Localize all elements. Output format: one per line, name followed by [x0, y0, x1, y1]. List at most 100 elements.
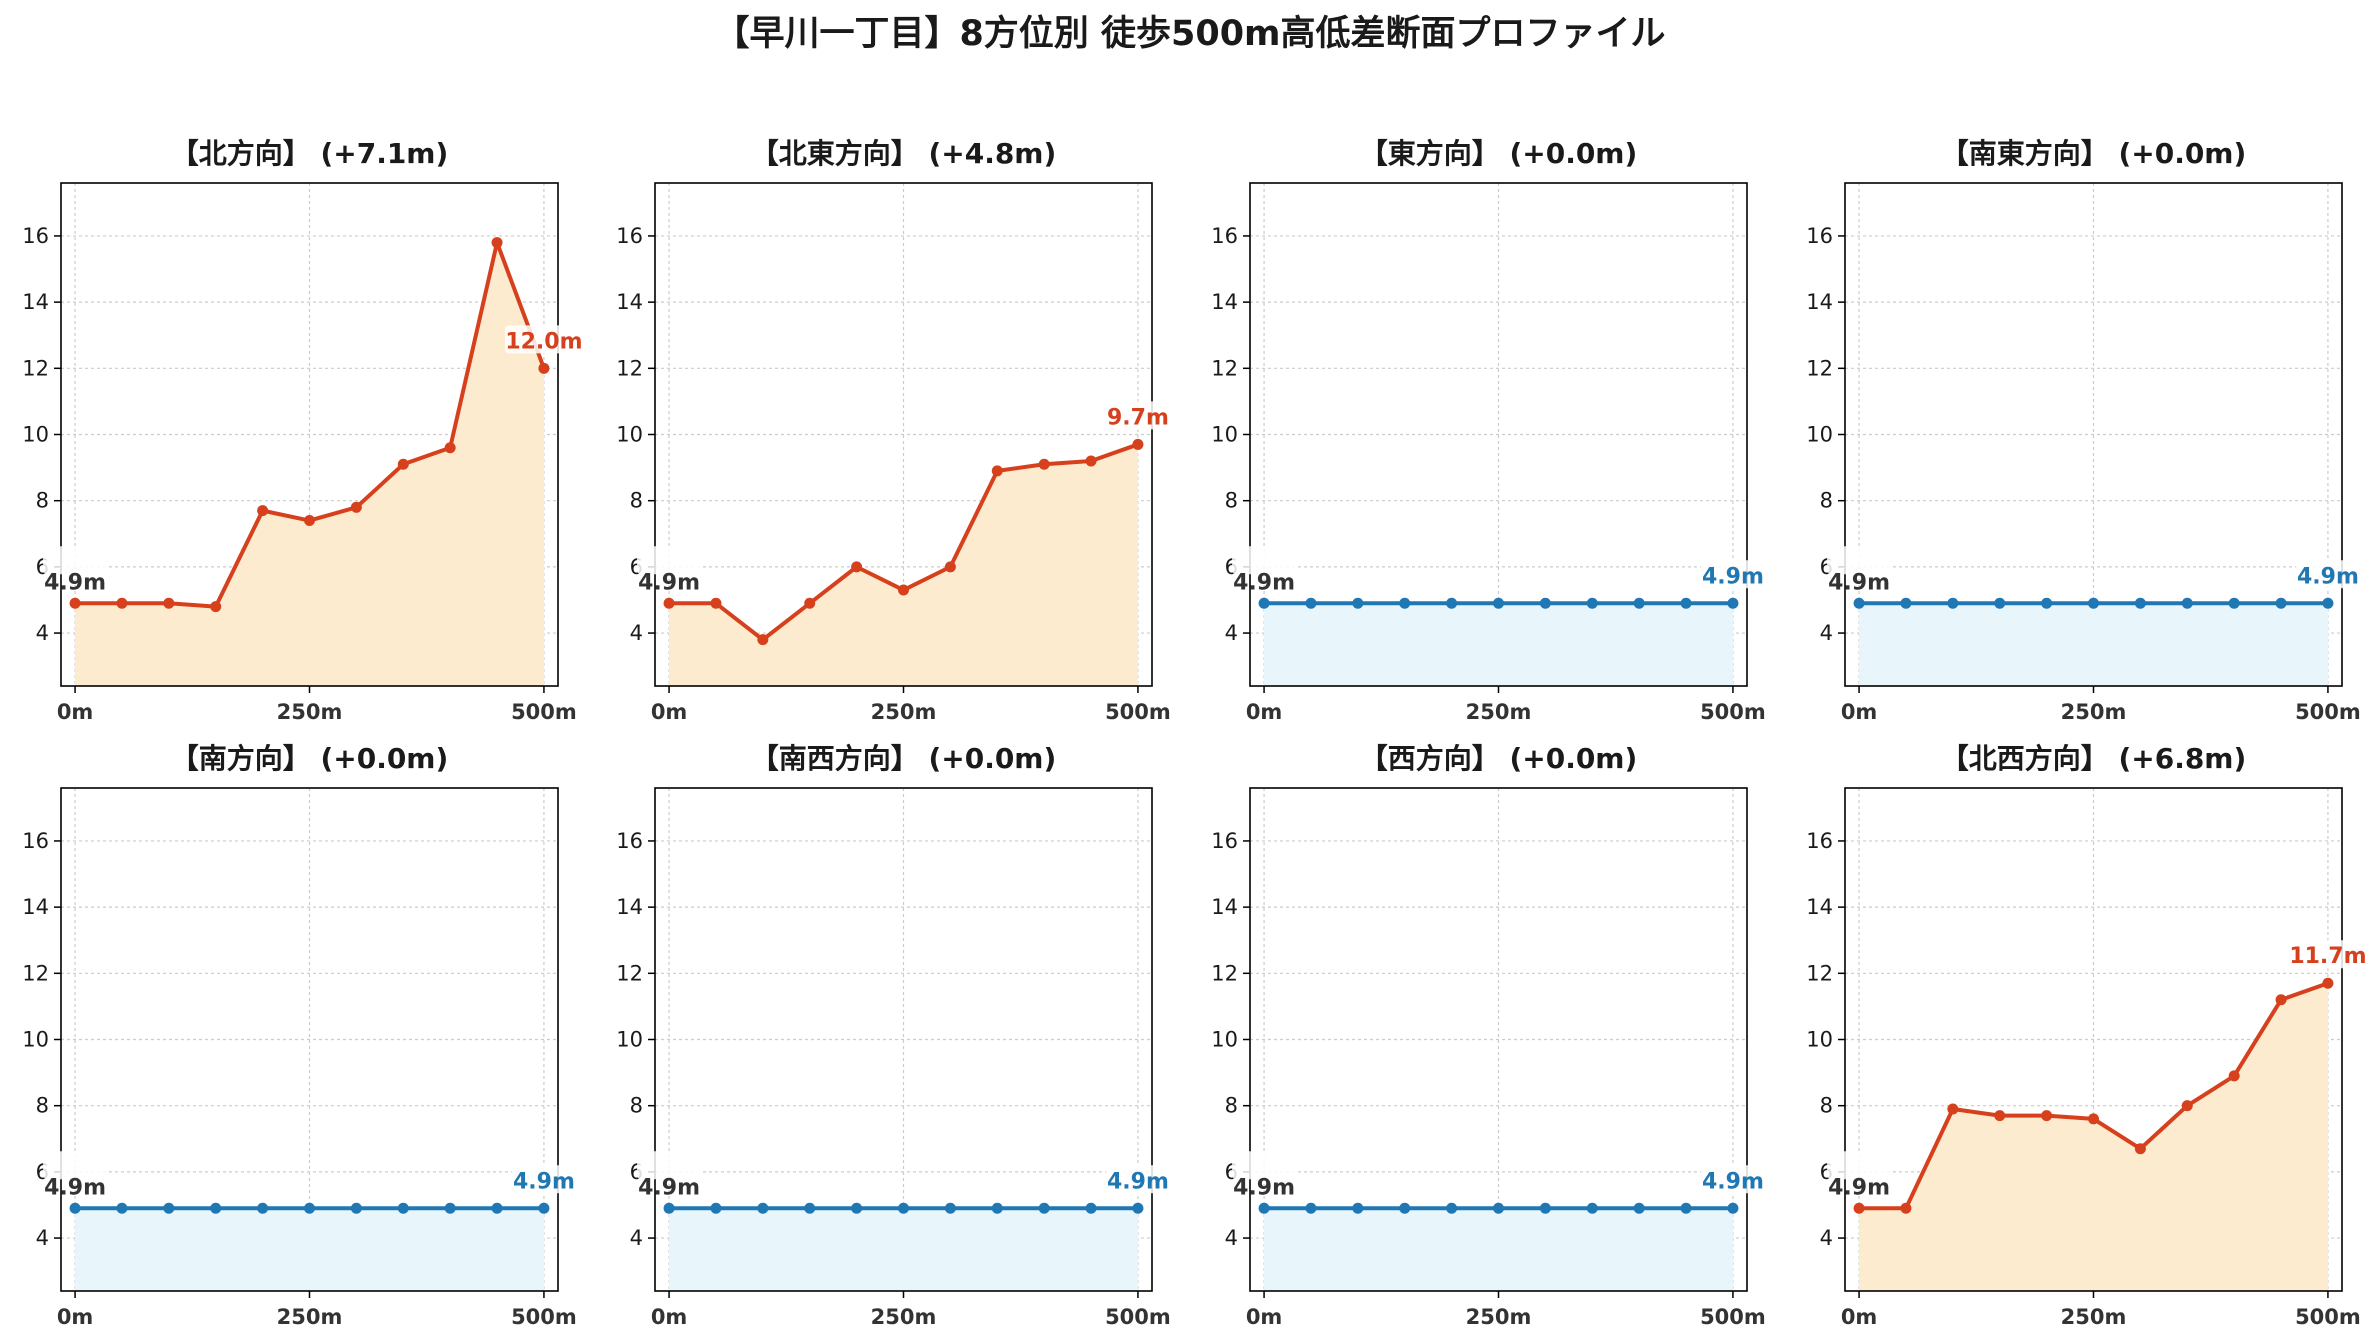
y-tick-label: 8 — [1820, 1094, 1833, 1118]
data-point — [163, 597, 175, 609]
x-tick-label: 0m — [1246, 700, 1283, 724]
start-label-box — [43, 546, 108, 575]
data-point — [1633, 1202, 1645, 1214]
end-label-box — [1700, 1165, 1765, 1194]
data-point — [69, 597, 81, 609]
x-tick-label: 250m — [277, 700, 343, 724]
data-point — [2181, 1100, 2193, 1112]
x-tick-label: 500m — [1105, 700, 1171, 724]
start-label-box — [1827, 1151, 1892, 1180]
end-label-box — [2295, 560, 2360, 589]
data-point — [1132, 1202, 1144, 1214]
data-point — [851, 561, 863, 573]
data-point — [350, 501, 362, 513]
data-point — [1853, 597, 1865, 609]
data-point — [538, 1202, 550, 1214]
panel-title: 【南西方向】 (+0.0m) — [751, 742, 1057, 775]
y-tick-label: 12 — [1806, 356, 1833, 380]
panel-title: 【東方向】 (+0.0m) — [1360, 137, 1638, 170]
data-point — [757, 1202, 769, 1214]
x-tick-label: 0m — [57, 1305, 94, 1329]
y-tick-label: 4 — [630, 621, 643, 645]
panel-title: 【西方向】 (+0.0m) — [1360, 742, 1638, 775]
y-tick-label: 10 — [1806, 423, 1833, 447]
data-point — [1727, 1202, 1739, 1214]
area-fill — [669, 1208, 1138, 1291]
end-label-box — [511, 1165, 576, 1194]
data-point — [2181, 597, 2193, 609]
data-point — [663, 597, 675, 609]
data-point — [304, 1202, 315, 1214]
x-tick-label: 0m — [651, 1305, 688, 1329]
y-tick-label: 14 — [1806, 290, 1833, 314]
area-fill — [75, 242, 544, 686]
y-tick-label: 4 — [1820, 1226, 1833, 1250]
end-value-label: 12.0m — [505, 329, 582, 354]
start-value-label: 4.9m — [638, 570, 700, 595]
y-tick-label: 12 — [1211, 356, 1238, 380]
data-point — [210, 601, 222, 613]
start-value-label: 4.9m — [44, 1175, 106, 1200]
x-tick-label: 500m — [511, 700, 577, 724]
y-tick-label: 16 — [616, 829, 643, 853]
x-tick-label: 250m — [871, 1305, 937, 1329]
data-point — [1305, 1202, 1317, 1214]
end-value-label: 4.9m — [2297, 564, 2359, 589]
data-point — [397, 458, 409, 470]
data-point — [69, 1202, 81, 1214]
data-point — [804, 1202, 816, 1214]
x-tick-label: 0m — [651, 700, 688, 724]
data-point — [1727, 597, 1739, 609]
start-label-box — [43, 1151, 108, 1180]
data-point — [1352, 1202, 1364, 1214]
y-tick-label: 8 — [1225, 489, 1238, 513]
y-tick-label: 14 — [22, 290, 49, 314]
data-point — [2088, 1113, 2099, 1125]
x-tick-label: 250m — [1466, 700, 1532, 724]
y-tick-label: 16 — [1806, 224, 1833, 248]
area-fill — [75, 1208, 544, 1291]
data-point — [1947, 597, 1959, 609]
start-label-box — [637, 546, 702, 575]
end-value-label: 11.7m — [2289, 944, 2366, 969]
start-value-label: 4.9m — [1828, 1175, 1890, 1200]
start-value-label: 4.9m — [1828, 570, 1890, 595]
data-point — [1994, 597, 2006, 609]
data-point — [2275, 994, 2287, 1006]
data-point — [710, 1202, 722, 1214]
end-value-label: 4.9m — [1702, 1169, 1764, 1194]
y-tick-label: 12 — [616, 961, 643, 985]
data-point — [1399, 1202, 1411, 1214]
figure-suptitle: 【早川一丁目】8方位別 徒歩500m高低差断面プロファイル — [714, 14, 1665, 54]
y-tick-label: 4 — [1820, 621, 1833, 645]
data-point — [1900, 1202, 1912, 1214]
x-tick-label: 250m — [2061, 700, 2127, 724]
data-point — [710, 597, 722, 609]
data-point — [2134, 597, 2146, 609]
y-tick-label: 12 — [616, 356, 643, 380]
data-point — [444, 1202, 456, 1214]
y-tick-label: 4 — [630, 1226, 643, 1250]
data-point — [2041, 597, 2053, 609]
x-tick-label: 500m — [1700, 1305, 1766, 1329]
x-tick-label: 0m — [1841, 700, 1878, 724]
data-point — [1680, 1202, 1692, 1214]
x-tick-label: 500m — [2295, 1305, 2361, 1329]
start-value-label: 4.9m — [1233, 1175, 1295, 1200]
data-point — [1586, 597, 1598, 609]
end-label-box — [1105, 401, 1170, 430]
data-point — [757, 634, 769, 646]
y-tick-label: 10 — [1211, 423, 1238, 447]
data-point — [257, 1202, 269, 1214]
x-tick-label: 500m — [1700, 700, 1766, 724]
data-point — [116, 597, 128, 609]
area-fill — [1859, 983, 2328, 1291]
end-label-box — [2288, 940, 2367, 969]
y-tick-label: 8 — [630, 1094, 643, 1118]
data-point — [1305, 597, 1317, 609]
start-value-label: 4.9m — [44, 570, 106, 595]
